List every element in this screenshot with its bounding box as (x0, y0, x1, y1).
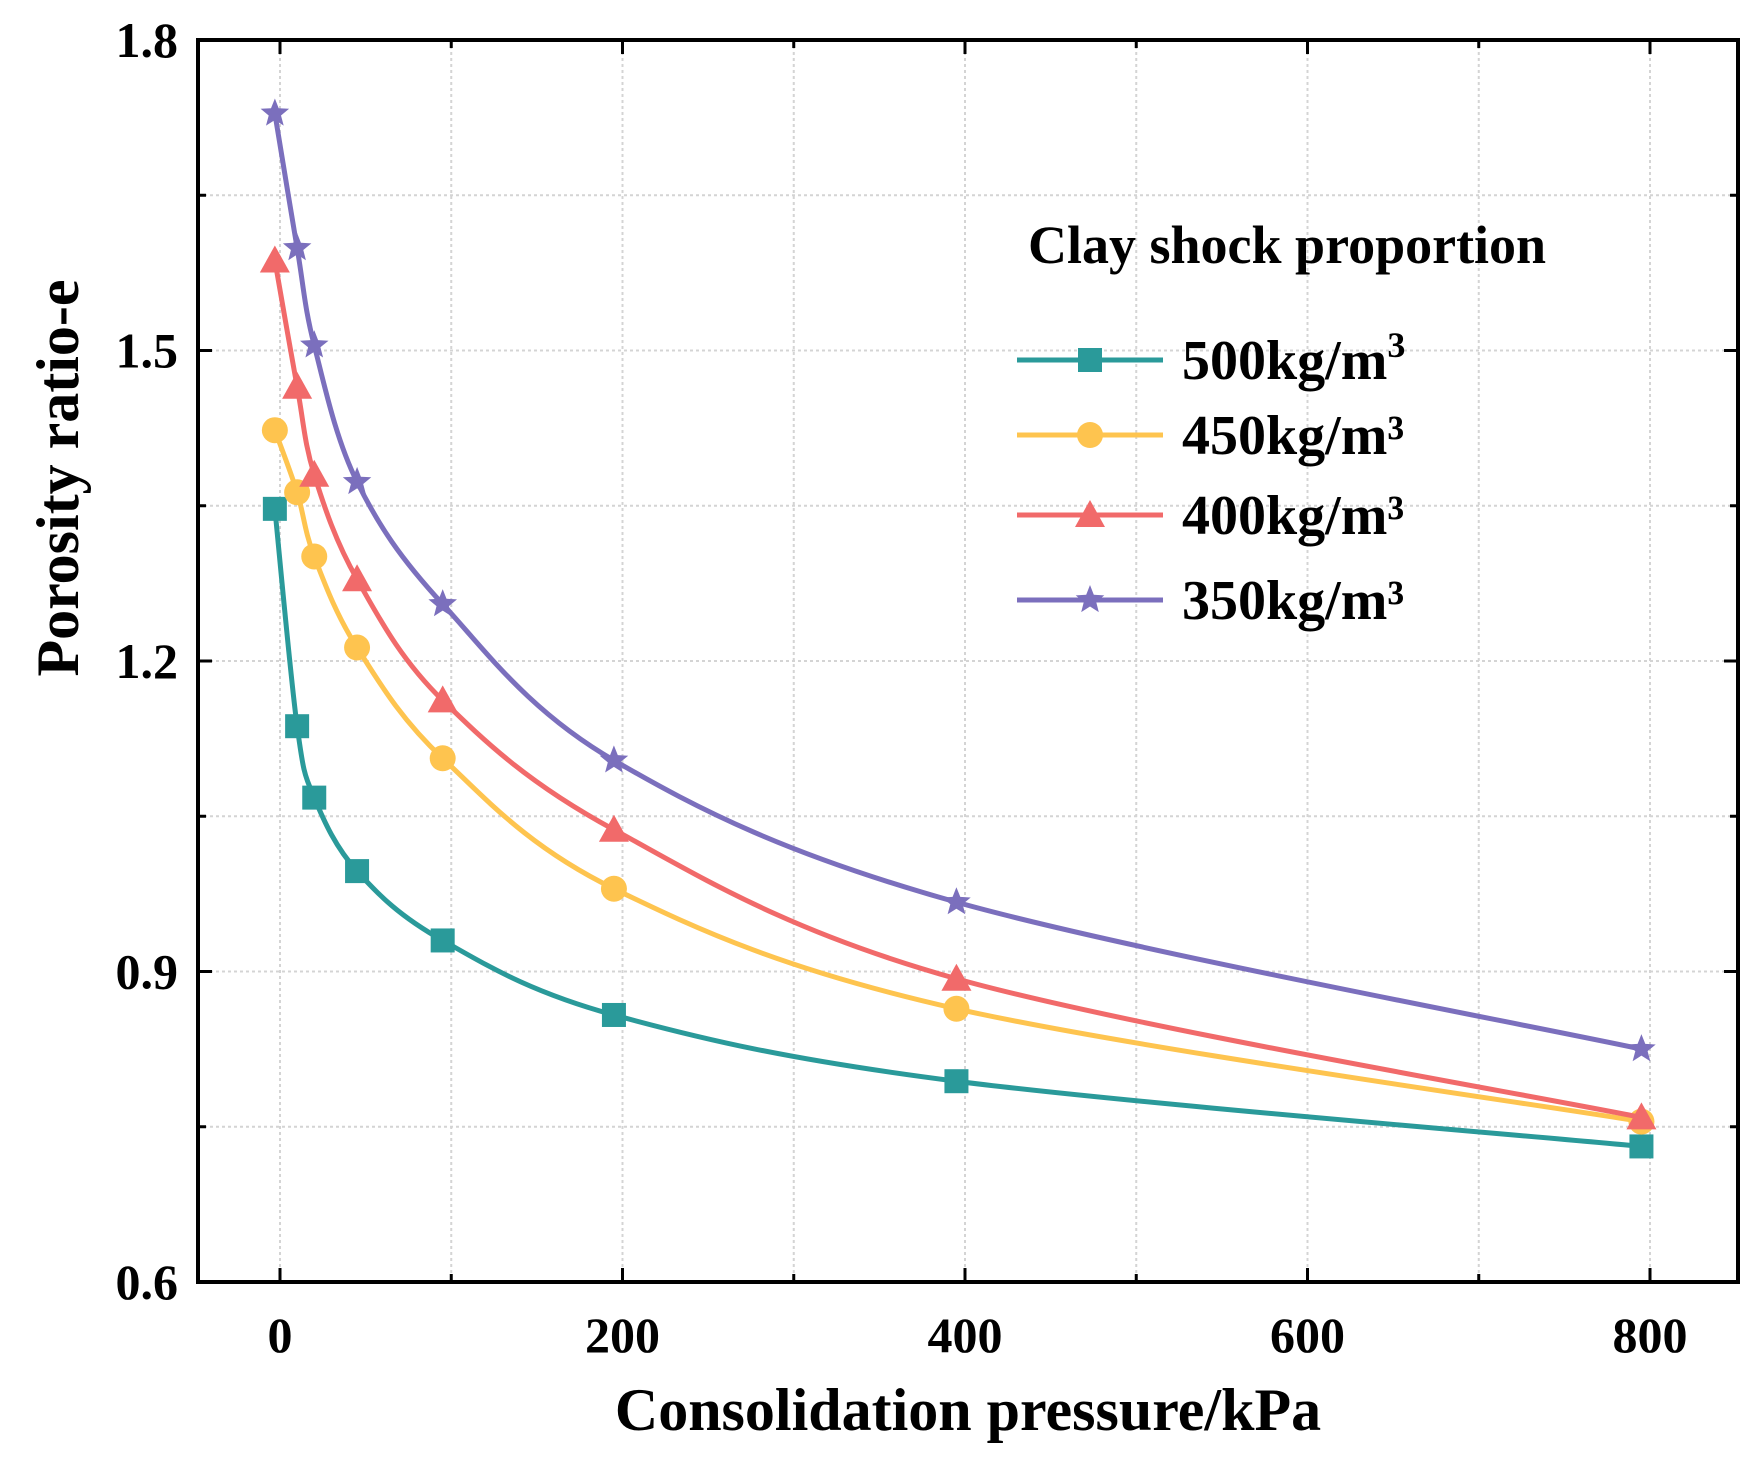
data-point (1629, 1134, 1654, 1159)
series-3 (260, 98, 1656, 1062)
legend-swatch-marker (1077, 422, 1103, 448)
data-point (942, 887, 971, 915)
data-point (430, 928, 455, 953)
data-point (345, 859, 370, 884)
legend-swatch-marker (1075, 500, 1105, 527)
legend-swatch-marker (1078, 348, 1102, 372)
series-line (272, 260, 1642, 1120)
series-1 (261, 417, 1655, 1135)
y-tick-label: 1.8 (116, 12, 179, 68)
x-axis-title: Consolidation pressure/kPa (615, 1377, 1321, 1443)
legend: Clay shock proportion 500kg/m3 450kg/m³ 40… (1017, 215, 1546, 632)
x-tick-label: 800 (1613, 1307, 1688, 1363)
data-point (259, 245, 290, 273)
y-tick-label: 0.9 (116, 944, 179, 1000)
data-point (301, 543, 328, 570)
data-point (944, 1069, 969, 1094)
legend-label: 350kg/m³ (1182, 570, 1404, 632)
grid (198, 40, 1738, 1282)
legend-label: 400kg/m³ (1182, 485, 1404, 547)
data-point (429, 745, 456, 772)
data-point (1627, 1034, 1656, 1062)
series-line (272, 508, 1642, 1149)
series-line (272, 113, 1642, 1052)
series-0 (262, 496, 1654, 1159)
legend-item-1: 450kg/m³ (1017, 405, 1404, 467)
y-tick-label: 1.5 (116, 323, 179, 379)
plot-area (259, 98, 1657, 1159)
legend-swatch-marker (1075, 585, 1105, 613)
legend-label: 450kg/m³ (1182, 405, 1404, 467)
legend-items: 500kg/m3 450kg/m³ 400kg/m³ 350kg/m³ (1017, 325, 1405, 632)
data-point (260, 98, 290, 126)
data-point (941, 963, 972, 991)
data-point (282, 233, 312, 261)
y-tick-label: 1.2 (116, 633, 179, 689)
legend-label: 500kg/m3 (1182, 325, 1405, 392)
data-point (342, 466, 372, 495)
data-point (299, 459, 330, 487)
data-point (261, 417, 288, 444)
data-point (599, 745, 629, 773)
series-2 (259, 245, 1657, 1130)
data-point (262, 496, 287, 521)
legend-item-3: 350kg/m³ (1017, 570, 1404, 632)
data-point (943, 995, 970, 1022)
data-point (300, 330, 329, 358)
x-tick-label: 600 (1270, 1307, 1345, 1363)
data-point (1626, 1102, 1657, 1130)
x-tick-label: 400 (928, 1307, 1003, 1363)
data-point (601, 1002, 626, 1027)
data-point (428, 589, 457, 617)
legend-title: Clay shock proportion (1028, 215, 1546, 275)
data-point (344, 634, 371, 661)
x-tick-label: 0 (268, 1307, 293, 1363)
y-axis-title: Porosity ratio-e (25, 279, 91, 676)
data-point (598, 814, 629, 842)
data-point (427, 685, 458, 713)
y-tick-label: 0.6 (116, 1254, 179, 1310)
axis-ticks: 0 200 400 600 800 0.6 0.9 1.2 1.5 1.8 (116, 12, 1738, 1363)
legend-item-0: 500kg/m3 (1017, 325, 1405, 392)
data-point (282, 371, 313, 399)
data-point (342, 564, 373, 592)
data-point (302, 785, 327, 810)
data-point (285, 714, 310, 739)
legend-label-superscript: 3 (1387, 325, 1405, 365)
x-tick-label: 200 (585, 1307, 660, 1363)
legend-item-2: 400kg/m³ (1017, 485, 1404, 547)
data-point (600, 875, 627, 902)
